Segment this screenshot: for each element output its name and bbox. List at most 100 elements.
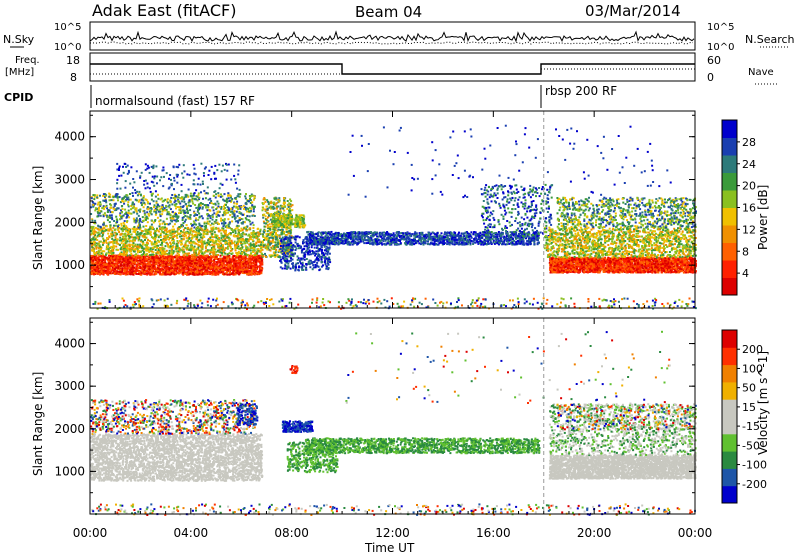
echo-cell [200,250,203,252]
echo-cell [171,203,174,206]
echo-cell [169,232,172,234]
echo-cell [106,244,109,247]
echo-cell [163,247,166,250]
echo-cell [132,217,135,220]
echo-cell [206,217,209,220]
echo-cell [131,264,134,267]
echo-cell [232,267,235,270]
echo-cell [100,263,103,266]
echo-cell [199,233,202,236]
echo-cell [257,234,260,237]
echo-cell [173,260,176,263]
echo-cell [112,199,115,202]
echo-cell [115,266,118,269]
echo-cell [132,242,135,245]
echo-cell [150,255,153,258]
echo-cell [215,236,218,239]
echo-cell [189,216,192,219]
echo-cell [217,265,220,268]
echo-cell [198,196,201,199]
echo-cell [181,196,183,199]
echo-cell [254,254,257,257]
echo-cell [146,200,149,203]
echo-cell [149,263,151,266]
echo-cell [193,264,196,267]
echo-cell [238,268,241,271]
echo-cell [222,271,225,274]
echo-cell [123,202,126,205]
echo-cell [183,257,186,260]
echo-cell [230,258,233,261]
echo-cell [196,269,198,272]
echo-cell [156,216,159,219]
echo-cell [123,250,126,253]
echo-cell [146,264,149,267]
echo-cell [157,257,160,260]
echo-cell [151,236,154,239]
echo-cell [212,206,215,209]
cpid-segment-rbsp: rbsp 200 RF [545,84,617,98]
echo-cell [180,211,183,214]
echo-cell [164,223,166,226]
echo-cell [225,234,228,237]
echo-cell [245,228,248,231]
echo-cell [241,258,244,261]
echo-cell [183,264,186,267]
echo-cell [92,205,95,208]
echo-cell [133,272,136,274]
echo-cell [136,212,139,215]
echo-cell [125,261,128,264]
echo-cell [202,261,205,264]
echo-cell [254,252,257,255]
echo-cell [135,268,138,271]
echo-cell [208,256,211,259]
echo-cell [130,208,133,211]
echo-cell [168,252,171,255]
echo-cell [222,198,225,201]
echo-cell [99,194,101,197]
echo-cell [180,223,183,226]
echo-cell [244,197,247,200]
freq-label: Freq. [15,55,40,66]
echo-cell [206,241,209,244]
echo-cell [171,236,174,239]
echo-cell [191,253,194,256]
echo-cell [137,249,140,252]
echo-cell [257,244,260,247]
echo-cell [222,269,225,271]
echo-cell [148,251,151,254]
echo-cell [204,254,207,257]
echo-cell [198,239,200,242]
echo-cell [105,257,108,260]
echo-cell [97,228,100,231]
echo-cell [161,204,164,207]
echo-cell [221,262,223,265]
echo-cell [251,201,254,204]
echo-cell [159,208,162,210]
echo-cell [134,248,137,251]
echo-cell [180,230,182,233]
echo-cell [190,268,193,271]
echo-cell [159,227,161,230]
echo-cell [172,268,175,271]
echo-cell [146,245,149,248]
echo-cell [191,197,194,200]
echo-cell [134,262,136,265]
echo-cell [165,253,168,256]
nsky-lo-right: 10^0 [707,42,734,53]
echo-cell [156,208,159,211]
echo-cell [206,244,209,247]
echo-cell [119,243,121,246]
echo-cell [101,243,104,246]
echo-cell [110,253,113,255]
echo-cell [161,273,164,276]
echo-cell [161,213,164,216]
echo-cell [191,237,193,240]
echo-cell [170,269,172,272]
echo-cell [198,257,201,260]
echo-cell [216,200,219,203]
echo-cell [226,226,229,229]
echo-cell [209,217,212,220]
echo-cell [161,261,164,264]
